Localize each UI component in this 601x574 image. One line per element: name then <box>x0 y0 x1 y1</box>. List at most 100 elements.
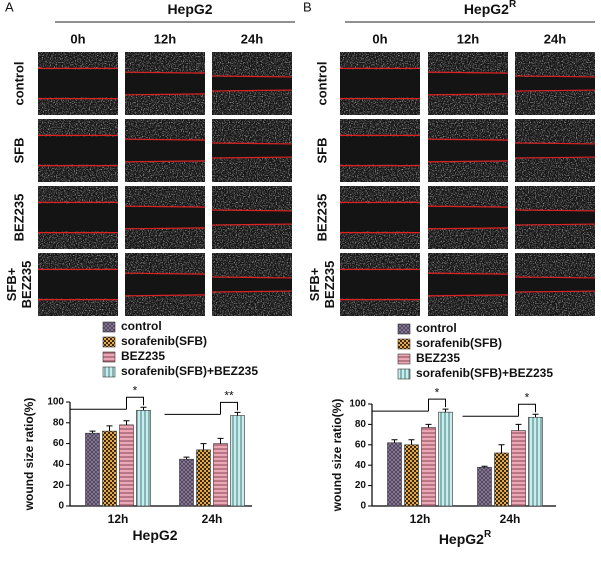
wound-edge <box>211 75 293 78</box>
row-label: BEZ235 <box>314 194 329 242</box>
wound-edge <box>427 160 509 163</box>
legend-label: sorafenib(SFB) <box>416 336 502 350</box>
wound-edge <box>211 276 293 279</box>
wound-gap <box>125 207 205 228</box>
significance-label: * <box>435 385 440 399</box>
error-bar <box>481 465 488 468</box>
wound-gap <box>515 210 595 225</box>
wound-edge <box>514 75 596 78</box>
error-bar <box>442 408 449 413</box>
row-label: control <box>314 61 329 105</box>
y-tick-label: 80 <box>355 419 367 430</box>
wound-gap <box>428 140 508 161</box>
wound-edge <box>514 156 596 159</box>
y-tick-label: 40 <box>355 460 367 471</box>
wound-edge <box>427 294 509 297</box>
y-tick-label: 0 <box>360 501 366 512</box>
row-label: BEZ235 <box>19 261 34 309</box>
wound-edge <box>514 276 596 279</box>
wound-edge <box>124 93 206 96</box>
bar <box>511 430 526 507</box>
y-axis-label: wound size ratio(%) <box>330 399 344 513</box>
legend-label: sorafenib(SFB)+BEZ235 <box>121 364 258 378</box>
wound-edge <box>124 160 206 163</box>
wound-edge <box>211 156 293 159</box>
wound-gap <box>38 203 118 232</box>
wound-edge <box>427 205 509 208</box>
wound-edge <box>514 223 596 226</box>
wound-gap <box>212 76 292 91</box>
wound-gap <box>212 277 292 292</box>
legend-label: sorafenib(SFB)+BEZ235 <box>416 366 553 380</box>
wound-gap <box>125 73 205 94</box>
y-tick-label: 20 <box>355 480 367 491</box>
bar <box>119 424 134 507</box>
error-bar <box>408 439 415 445</box>
wound-gap <box>212 210 292 225</box>
bar <box>102 430 117 507</box>
y-tick-label: 80 <box>53 417 65 428</box>
bar <box>196 449 211 507</box>
error-bar <box>532 413 539 418</box>
column-label: 0h <box>70 31 85 46</box>
title-text: HepG2 <box>132 527 177 543</box>
row-label: control <box>11 61 26 105</box>
significance-label: * <box>133 383 138 397</box>
panel-header: HepG2R <box>464 0 517 17</box>
chart-title: HepG2 <box>132 527 177 543</box>
error-bar <box>200 443 207 450</box>
wound-edge <box>124 205 206 208</box>
wound-gap <box>38 69 118 98</box>
wound-edge <box>124 272 206 275</box>
error-bar <box>123 420 130 425</box>
bar <box>136 410 151 507</box>
wound-edge <box>124 138 206 141</box>
y-tick-label: 60 <box>53 438 65 449</box>
significance-bracket <box>164 401 238 415</box>
bar <box>85 432 100 507</box>
column-label: 24h <box>241 31 263 46</box>
wound-edge <box>211 290 293 293</box>
bar <box>421 427 436 507</box>
significance-bracket <box>372 398 446 412</box>
wound-edge <box>514 89 596 92</box>
title-sup: R <box>484 529 492 540</box>
header-text: HepG2 <box>464 1 509 17</box>
bar <box>404 444 419 507</box>
wound-edge <box>514 209 596 212</box>
bar <box>528 416 543 507</box>
error-bar <box>234 411 241 416</box>
error-bar <box>140 406 147 411</box>
column-label: 24h <box>544 31 566 46</box>
wound-edge <box>427 138 509 141</box>
x-tick-label: 24h <box>202 512 223 526</box>
legend-swatch <box>102 366 116 378</box>
bar <box>438 411 453 507</box>
legend-label: BEZ235 <box>416 351 460 365</box>
wound-gap <box>515 143 595 158</box>
bar <box>230 415 245 507</box>
legend-label: BEZ235 <box>121 349 165 363</box>
error-bar <box>106 425 113 432</box>
legend-swatch <box>397 353 411 365</box>
panel-header: HepG2 <box>167 1 212 17</box>
wound-edge <box>124 227 206 230</box>
wound-gap <box>428 274 508 295</box>
significance-bracket <box>70 396 144 410</box>
y-tick-label: 0 <box>58 501 64 512</box>
error-bar <box>425 423 432 428</box>
wound-gap <box>428 73 508 94</box>
wound-edge <box>124 294 206 297</box>
error-bar <box>89 430 96 434</box>
row-label: SFB <box>314 138 329 164</box>
bar <box>213 443 228 507</box>
wound-gap <box>340 203 420 232</box>
legend-label: sorafenib(SFB) <box>121 334 207 348</box>
wound-gap <box>212 143 292 158</box>
chart-title: HepG2R <box>439 529 492 547</box>
wound-edge <box>211 142 293 145</box>
wound-edge <box>427 272 509 275</box>
column-label: 12h <box>154 31 176 46</box>
wound-gap <box>340 270 420 299</box>
